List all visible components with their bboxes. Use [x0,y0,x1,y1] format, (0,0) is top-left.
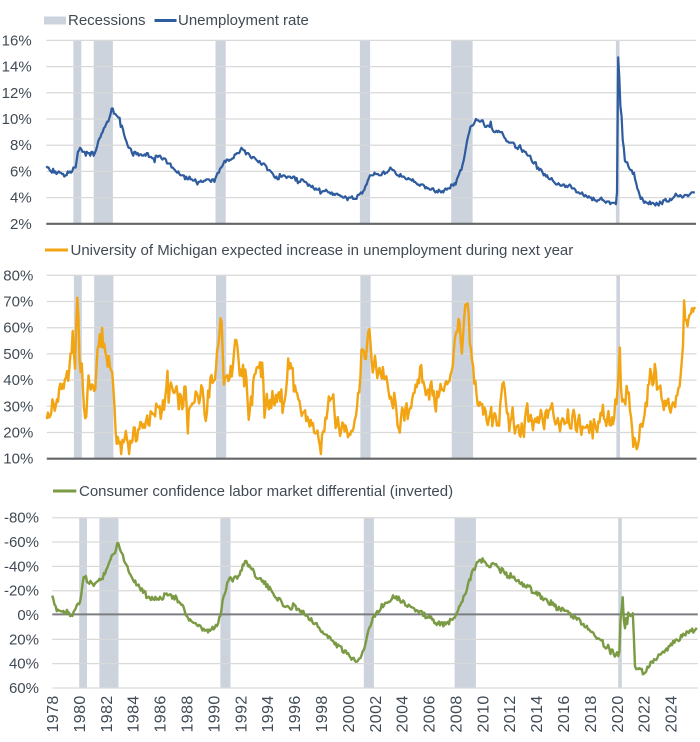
svg-text:70%: 70% [3,294,33,311]
svg-text:1980: 1980 [72,695,89,732]
svg-text:2012: 2012 [502,695,519,732]
svg-text:10%: 10% [3,451,33,468]
svg-text:1978: 1978 [45,695,62,732]
svg-text:20%: 20% [9,631,39,648]
svg-text:-80%: -80% [4,510,39,527]
svg-text:60%: 60% [9,680,39,697]
svg-text:2014: 2014 [529,695,546,732]
svg-text:20%: 20% [3,425,33,442]
svg-text:16%: 16% [2,32,32,49]
svg-text:1998: 1998 [314,695,331,732]
svg-text:2000: 2000 [341,695,358,732]
svg-text:4%: 4% [10,190,32,207]
svg-text:2%: 2% [10,216,32,233]
svg-text:-40%: -40% [4,558,39,575]
svg-text:Recessions: Recessions [68,12,146,29]
svg-text:50%: 50% [3,346,33,363]
svg-text:0%: 0% [17,607,39,624]
svg-text:Unemployment rate: Unemployment rate [178,12,309,29]
svg-text:6%: 6% [10,163,32,180]
svg-text:1984: 1984 [126,695,143,732]
svg-text:1988: 1988 [180,695,197,732]
svg-text:8%: 8% [10,137,32,154]
svg-text:1986: 1986 [153,695,170,732]
svg-text:1996: 1996 [287,695,304,732]
svg-text:-20%: -20% [4,583,39,600]
svg-text:30%: 30% [3,398,33,415]
svg-text:80%: 80% [3,267,33,284]
svg-text:2006: 2006 [422,695,439,732]
svg-text:Consumer confidence labor mark: Consumer confidence labor market differe… [79,483,453,500]
svg-text:1992: 1992 [233,695,250,732]
svg-text:2002: 2002 [368,695,385,732]
svg-text:40%: 40% [3,372,33,389]
svg-text:2008: 2008 [448,695,465,732]
svg-text:1982: 1982 [99,695,116,732]
svg-text:2022: 2022 [637,695,654,732]
svg-text:14%: 14% [2,59,32,76]
svg-text:-60%: -60% [4,534,39,551]
svg-text:40%: 40% [9,656,39,673]
svg-text:1994: 1994 [260,695,277,732]
svg-text:10%: 10% [2,111,32,128]
svg-text:2020: 2020 [610,695,627,732]
svg-text:1990: 1990 [206,695,223,732]
svg-text:2024: 2024 [664,695,681,732]
svg-text:2018: 2018 [583,695,600,732]
svg-text:2010: 2010 [475,695,492,732]
svg-text:2016: 2016 [556,695,573,732]
svg-text:60%: 60% [3,320,33,337]
svg-text:2004: 2004 [395,695,412,732]
svg-text:12%: 12% [2,85,32,102]
svg-text:University of Michigan expecte: University of Michigan expected increase… [71,242,574,259]
